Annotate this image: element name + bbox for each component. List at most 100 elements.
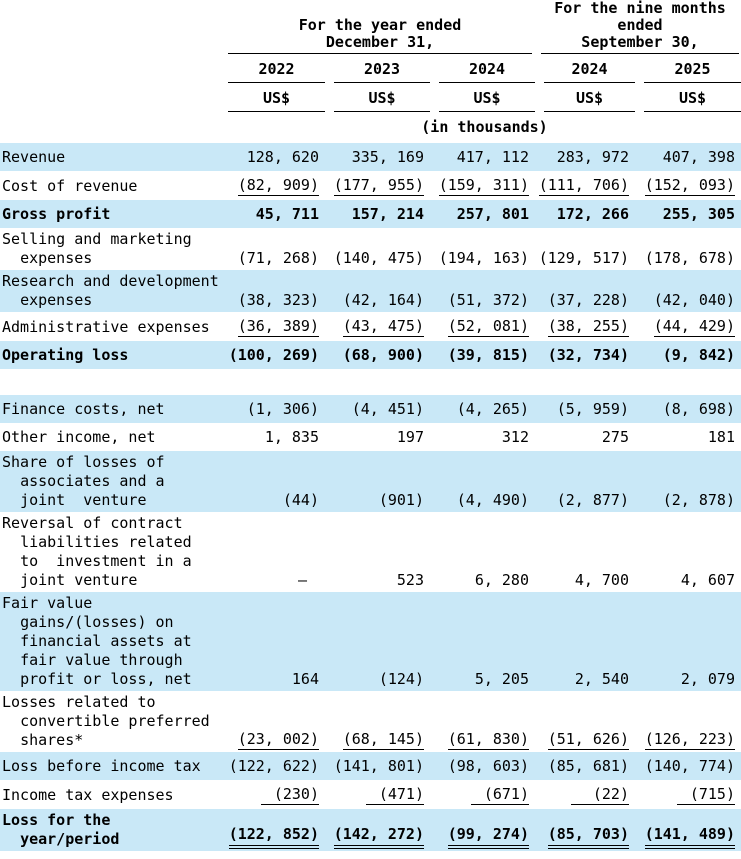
cell-value: (22) bbox=[535, 780, 635, 809]
currency-unit-header: US$ bbox=[228, 83, 325, 112]
table-row: Research and development expenses (38, 32… bbox=[0, 270, 741, 312]
header-spacer-cell bbox=[0, 0, 228, 54]
currency-unit-header: US$ bbox=[644, 83, 741, 112]
column-group-header-year-ended: For the year ended December 31, bbox=[228, 17, 532, 54]
year-column-header: 2024 bbox=[544, 54, 635, 83]
value-text: (471) bbox=[366, 785, 424, 805]
cell-value: (38, 323) bbox=[228, 270, 325, 312]
value-text: (68, 145) bbox=[342, 730, 424, 750]
value-text: 172, 266 bbox=[556, 205, 629, 223]
value-text: 157, 214 bbox=[351, 205, 424, 223]
cell-value: 181 bbox=[635, 423, 741, 451]
cell-value: (61, 830) bbox=[430, 691, 535, 752]
value-text: (42, 040) bbox=[653, 291, 735, 309]
value-text: (51, 372) bbox=[447, 291, 529, 309]
value-text: (32, 734) bbox=[547, 346, 629, 364]
value-text: 257, 801 bbox=[456, 205, 529, 223]
cell-value: (1, 306) bbox=[228, 395, 325, 423]
cell-value: (43, 475) bbox=[325, 312, 430, 341]
value-text: (142, 272) bbox=[333, 825, 424, 849]
cell-value: 523 bbox=[325, 512, 430, 592]
cell-value: (122, 852) bbox=[228, 809, 325, 851]
value-text: (39, 815) bbox=[447, 346, 529, 364]
value-text: (8, 698) bbox=[662, 400, 735, 418]
value-text: (126, 223) bbox=[644, 730, 735, 750]
value-text: (4, 451) bbox=[351, 400, 424, 418]
value-text: (61, 830) bbox=[447, 730, 529, 750]
cell-value: (4, 490) bbox=[430, 451, 535, 512]
cell-value: (23, 002) bbox=[228, 691, 325, 752]
year-column-header: 2024 bbox=[439, 54, 535, 83]
value-text: (52, 081) bbox=[447, 317, 529, 337]
cell-value: 128, 620 bbox=[228, 143, 325, 171]
value-text: 407, 398 bbox=[662, 148, 735, 166]
value-text: (100, 269) bbox=[228, 346, 319, 364]
cell-value: (4, 265) bbox=[430, 395, 535, 423]
value-text: (178, 678) bbox=[644, 249, 735, 267]
cell-value: — bbox=[228, 512, 325, 592]
cell-value: (51, 372) bbox=[430, 270, 535, 312]
table-row: Other income, net 1, 835 197 312 275 181 bbox=[0, 423, 741, 451]
row-label: Research and development expenses bbox=[2, 272, 219, 309]
row-label: Loss before income tax bbox=[2, 757, 201, 775]
table-row: Cost of revenue (82, 909) (177, 955) (159, … bbox=[0, 171, 741, 200]
cell-value: (159, 311) bbox=[430, 171, 535, 200]
cell-value: 5, 205 bbox=[430, 592, 535, 691]
value-text: (36, 389) bbox=[237, 317, 319, 337]
value-text: 2, 540 bbox=[574, 670, 629, 688]
row-label: Administrative expenses bbox=[2, 318, 210, 336]
header-units-row: (in thousands) bbox=[0, 112, 741, 143]
value-text: 417, 112 bbox=[456, 148, 529, 166]
currency-unit-header: US$ bbox=[334, 83, 430, 112]
cell-value: 1, 835 bbox=[228, 423, 325, 451]
value-text: 2, 079 bbox=[680, 670, 735, 688]
cell-value: (38, 255) bbox=[535, 312, 635, 341]
cell-value: (9, 842) bbox=[635, 341, 741, 369]
table-row: Share of losses of associates and a join… bbox=[0, 451, 741, 512]
row-label: Share of losses of associates and a join… bbox=[2, 453, 165, 509]
cell-value: 335, 169 bbox=[325, 143, 430, 171]
value-text: (71, 268) bbox=[237, 249, 319, 267]
cell-value: 157, 214 bbox=[325, 200, 430, 228]
year-column-header: 2025 bbox=[644, 54, 741, 83]
year-column-header: 2022 bbox=[228, 54, 325, 83]
value-text: (85, 681) bbox=[547, 757, 629, 775]
value-text: (122, 622) bbox=[228, 757, 319, 775]
cell-value: (122, 622) bbox=[228, 752, 325, 780]
value-text: 283, 972 bbox=[556, 148, 629, 166]
cell-value: 275 bbox=[535, 423, 635, 451]
table-row: Losses related to convertible preferred … bbox=[0, 691, 741, 752]
value-text: (2, 878) bbox=[662, 491, 735, 509]
value-text: 335, 169 bbox=[351, 148, 424, 166]
currency-unit-header: US$ bbox=[439, 83, 535, 112]
year-column-header: 2023 bbox=[334, 54, 430, 83]
cell-value: (39, 815) bbox=[430, 341, 535, 369]
value-text: 45, 711 bbox=[255, 205, 319, 223]
cell-value: 6, 280 bbox=[430, 512, 535, 592]
value-text: (111, 706) bbox=[538, 176, 629, 196]
cell-value: (152, 093) bbox=[635, 171, 741, 200]
value-text: (85, 703) bbox=[547, 825, 629, 849]
cell-value: 4, 700 bbox=[535, 512, 635, 592]
cell-value: (44) bbox=[228, 451, 325, 512]
value-text: (38, 255) bbox=[547, 317, 629, 337]
value-text: (140, 475) bbox=[333, 249, 424, 267]
cell-value: 255, 305 bbox=[635, 200, 741, 228]
value-text: (22) bbox=[571, 785, 629, 805]
cell-value: (51, 626) bbox=[535, 691, 635, 752]
spacer-row bbox=[0, 369, 741, 395]
cell-value: (98, 603) bbox=[430, 752, 535, 780]
table-row: Administrative expenses (36, 389) (43, 475… bbox=[0, 312, 741, 341]
cell-value: (36, 389) bbox=[228, 312, 325, 341]
cell-value: 2, 540 bbox=[535, 592, 635, 691]
table-row: Loss before income tax (122, 622) (141, 80… bbox=[0, 752, 741, 780]
cell-value: (141, 801) bbox=[325, 752, 430, 780]
header-group-row: For the year ended December 31, For the … bbox=[0, 0, 741, 54]
cell-value: (901) bbox=[325, 451, 430, 512]
cell-value: (111, 706) bbox=[535, 171, 635, 200]
value-text: (715) bbox=[677, 785, 735, 805]
cell-value: 2, 079 bbox=[635, 592, 741, 691]
value-text: (23, 002) bbox=[237, 730, 319, 750]
row-label: Loss for the year/period bbox=[2, 811, 120, 848]
cell-value: (178, 678) bbox=[635, 228, 741, 270]
